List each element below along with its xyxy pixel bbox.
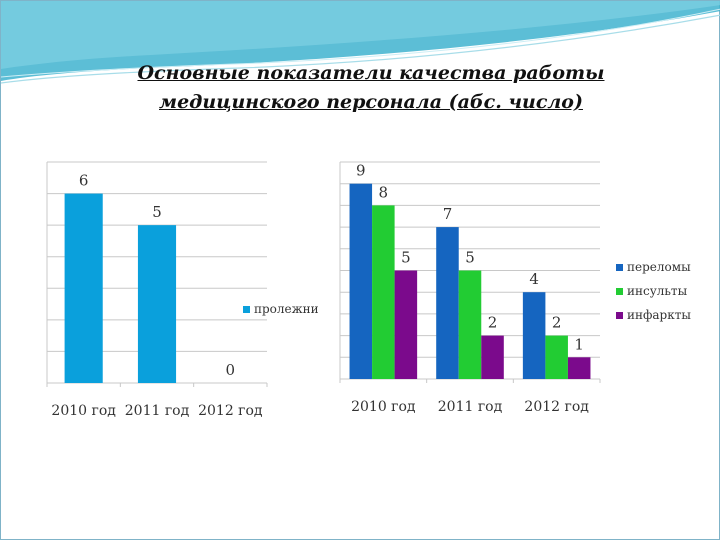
x-tick-label: 2010 год	[51, 403, 116, 419]
data-label: 2	[488, 314, 498, 332]
bar-пролежни	[137, 225, 177, 383]
data-label: 9	[356, 162, 366, 180]
bar-инфаркты	[567, 357, 591, 379]
legend-label: пролежни	[254, 302, 319, 316]
legend-label: инсульты	[627, 284, 688, 298]
x-tick-label: 2011 год	[125, 403, 190, 419]
legend-swatch-пролежни	[243, 306, 250, 313]
legend-swatch-инфаркты	[616, 312, 623, 319]
bar-инфаркты	[481, 335, 504, 379]
legend-swatch-переломы	[616, 264, 623, 271]
data-label: 8	[379, 183, 389, 201]
bar-переломы	[522, 292, 546, 379]
x-tick-label: 2012 год	[198, 403, 263, 419]
slide-title: Основные показатели качества работы меди…	[61, 59, 681, 117]
chart-prolezhni: 2010 год 6 2011 год 5 2012 год 0 пролежни	[46, 161, 319, 419]
data-label: 4	[529, 270, 539, 288]
bar-инсульты	[545, 335, 568, 379]
bar-инфаркты	[394, 270, 418, 379]
legend-label: инфаркты	[627, 308, 691, 322]
bar-переломы	[436, 227, 459, 379]
data-label: 6	[79, 172, 89, 190]
header-wave-decoration	[1, 1, 720, 84]
bar-переломы	[349, 183, 373, 379]
x-tick-label: 2012 год	[524, 399, 589, 415]
data-label: 2	[552, 314, 562, 332]
data-label: 5	[465, 249, 475, 267]
bar-пролежни	[64, 193, 103, 383]
x-tick-label: 2011 год	[438, 399, 503, 415]
title-line-2: медицинского персонала (абс. число)	[159, 91, 583, 113]
legend-swatch-инсульты	[616, 288, 623, 295]
data-label: 5	[152, 203, 162, 221]
legend-label: переломы	[627, 260, 691, 274]
data-label: 7	[443, 205, 453, 223]
bar-инсульты	[458, 270, 482, 379]
title-line-1: Основные показатели качества работы	[137, 62, 605, 84]
bar-инсульты	[372, 205, 395, 379]
x-tick-label: 2010 год	[351, 399, 416, 415]
data-label: 0	[226, 361, 236, 379]
data-label: 1	[574, 335, 584, 353]
data-label: 5	[401, 249, 411, 267]
